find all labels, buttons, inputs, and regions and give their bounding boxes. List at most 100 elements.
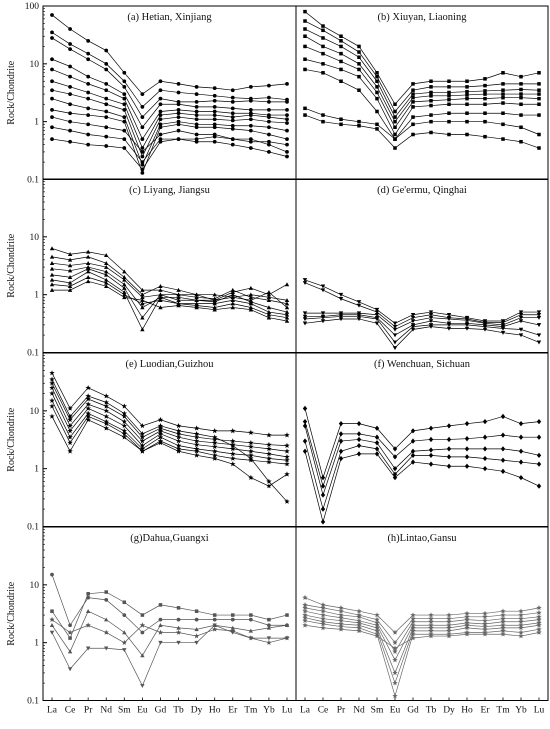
data-point [230, 305, 235, 310]
data-point [338, 623, 344, 629]
data-point [104, 115, 109, 119]
series-5 [302, 448, 542, 525]
data-point [212, 86, 217, 91]
data-point [500, 618, 506, 625]
data-point [483, 89, 487, 93]
data-point [230, 290, 235, 295]
data-point [248, 305, 254, 310]
data-point [356, 303, 362, 308]
data-point [518, 327, 524, 332]
data-point [230, 142, 235, 147]
data-point [212, 105, 217, 109]
data-point [158, 617, 163, 622]
data-point [519, 92, 523, 96]
panel-frame [42, 526, 297, 701]
data-point [267, 95, 271, 100]
data-point [536, 613, 542, 620]
data-point [411, 105, 415, 109]
data-point [518, 629, 524, 635]
data-point [374, 440, 380, 446]
data-point [68, 42, 72, 46]
series-line [51, 109, 288, 174]
data-point [194, 139, 199, 144]
data-point [266, 441, 272, 447]
series-4 [302, 608, 542, 663]
data-point [536, 340, 542, 345]
data-point [411, 122, 415, 127]
data-point [338, 296, 344, 301]
series-8 [302, 622, 542, 651]
data-point [248, 457, 254, 463]
data-point [68, 636, 72, 640]
data-point [193, 448, 200, 454]
data-point [518, 319, 524, 324]
data-point [267, 617, 271, 622]
data-point [230, 617, 235, 622]
y-tick-label: 1 [34, 118, 39, 128]
data-point [356, 314, 362, 319]
data-point [194, 122, 199, 127]
data-point [536, 629, 542, 635]
data-point [248, 439, 254, 446]
data-point [212, 117, 217, 122]
data-point [374, 312, 380, 317]
data-point [465, 85, 469, 89]
data-point [266, 298, 272, 303]
data-point [465, 102, 469, 107]
data-point [357, 67, 361, 72]
data-point [122, 115, 127, 119]
data-point [230, 442, 236, 448]
data-point [303, 57, 307, 62]
series-7 [303, 67, 541, 141]
data-point [104, 48, 109, 53]
x-tick-label: Ho [461, 706, 473, 716]
data-point [482, 610, 488, 616]
data-point [104, 261, 109, 265]
data-point [374, 307, 380, 312]
data-point [284, 312, 290, 317]
series-4 [50, 57, 289, 130]
data-point [447, 119, 451, 124]
data-point [518, 608, 524, 614]
panel-8: (h)Lintao,Gansu La Ce Pr Nd Sm Eu Gd Tb Dy Ho Er Tm Y… [295, 526, 549, 716]
data-point [303, 27, 307, 31]
data-point [176, 295, 181, 300]
data-point [248, 295, 254, 300]
data-point [429, 79, 433, 84]
data-point [122, 79, 127, 84]
data-point [393, 115, 397, 119]
data-point [211, 448, 218, 454]
data-point [392, 680, 398, 686]
data-point [446, 326, 452, 331]
data-point [122, 292, 127, 297]
data-point [519, 74, 523, 79]
data-point [176, 617, 181, 622]
data-point [284, 457, 290, 463]
data-point [230, 625, 235, 630]
data-point [121, 413, 128, 419]
data-point [339, 79, 343, 84]
data-point [157, 439, 164, 446]
data-point [465, 93, 469, 97]
data-point [285, 121, 289, 125]
data-point [519, 125, 523, 130]
data-point [176, 115, 181, 119]
data-point [374, 317, 380, 322]
data-point [266, 625, 272, 630]
data-point [482, 446, 488, 452]
data-point [411, 88, 415, 92]
data-point [501, 137, 505, 141]
panel-5: (e) Luodian,Guizhou 0.1 1 10 Rock/Chondrite [6, 352, 297, 533]
data-point [230, 628, 236, 634]
data-point [500, 631, 506, 637]
x-tick-label: Er [228, 706, 238, 716]
data-point [104, 646, 109, 651]
data-point [230, 451, 236, 457]
data-point [193, 633, 200, 639]
data-point [140, 105, 145, 109]
data-point [482, 324, 488, 329]
data-point [537, 71, 541, 75]
x-tick-label: Er [481, 706, 491, 716]
data-point [410, 327, 416, 332]
data-point [211, 626, 218, 632]
